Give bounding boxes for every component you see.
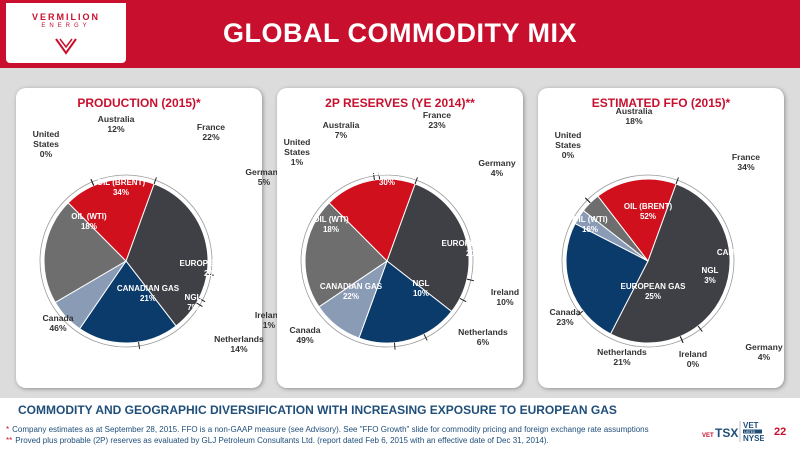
pie-slice-oil-brent — [609, 183, 731, 344]
outer-label-ireland: Ireland 0% — [679, 349, 707, 369]
inner-label-canadian-gas: CANADIAN GAS 21% — [117, 284, 180, 303]
inner-label-european-gas: EUROPEAN GAS 25% — [621, 282, 687, 301]
footnote-2-mark: ** — [6, 436, 13, 445]
geography-ring — [39, 174, 213, 348]
exchange-listing-logo: VET TSX VET LISTED NYSE — [702, 421, 764, 443]
outer-label-ireland: Ireland 1% — [255, 310, 283, 330]
inner-label-oil-wti: OIL (WTI) 16% — [572, 215, 608, 234]
geography-divider — [196, 302, 203, 307]
inner-label-ngl: NGL 3% — [702, 266, 719, 285]
geography-divider — [153, 177, 157, 185]
geography-divider — [675, 177, 679, 185]
geography-divider — [198, 298, 206, 303]
pie-slice-european-gas — [78, 260, 177, 344]
pie-slice-european-gas — [565, 222, 649, 335]
footnote-1-mark: * — [6, 425, 10, 434]
footnote-1: * Company estimates as at September 28, 2… — [6, 425, 649, 434]
geography-divider — [206, 273, 214, 276]
geography-divider — [372, 172, 375, 181]
pie-slice-oil-brent — [386, 183, 470, 313]
page-title: GLOBAL COMMODITY MIX — [223, 18, 577, 48]
inner-label-canadian-gas: CANADIAN GAS 22% — [320, 282, 383, 301]
outer-label-france: France 22% — [197, 122, 225, 142]
outer-label-germany: Germany 5% — [245, 167, 282, 187]
inner-label-ngl: NGL 7% — [185, 293, 202, 312]
pie-slice-canadian-gas — [43, 202, 127, 304]
inner-label-ngl: NGL 10% — [413, 279, 430, 298]
inner-label-european-gas: EUROPEAN GAS 20% — [442, 239, 508, 258]
outer-label-canada: Canada 49% — [289, 325, 320, 345]
outer-label-netherlands: Netherlands 6% — [458, 327, 508, 347]
geography-divider — [584, 197, 591, 204]
outer-label-australia: Australia 18% — [616, 106, 653, 126]
logo-name: VERMILION — [31, 12, 100, 22]
inner-label-european-gas: EUROPEAN GAS 20% — [180, 259, 246, 278]
geography-divider — [697, 325, 703, 332]
footnote-2-text: Proved plus probable (2P) reserves as ev… — [15, 436, 549, 445]
footnote-2: ** Proved plus probable (2P) reserves as … — [6, 436, 549, 445]
geography-ring — [300, 174, 474, 348]
pie-slice-oil-wti — [67, 178, 155, 262]
inner-label-oil-brent: OIL (BRENT) 34% — [97, 178, 146, 197]
exchange-nyse: NYSE — [743, 434, 764, 443]
geography-ring — [561, 174, 735, 348]
inner-label-oil-brent: OIL (BRENT) 52% — [624, 202, 673, 221]
outer-label-united-states: United States 0% — [555, 130, 582, 160]
tagline: COMMODITY AND GEOGRAPHIC DIVERSIFICATION… — [18, 403, 617, 417]
outer-label-france: France 34% — [732, 152, 760, 172]
pie-slice-european-gas — [358, 260, 453, 344]
outer-label-france: France 23% — [423, 110, 451, 130]
ffo-title: ESTIMATED FFO (2015)* — [591, 96, 731, 110]
logo-chevron-icon — [55, 38, 77, 55]
pie-slice-canadian-gas — [304, 202, 388, 308]
outer-label-ireland: Ireland 10% — [491, 287, 519, 307]
footnote-1-text: Company estimates as at September 28, 20… — [12, 425, 649, 434]
reserves-panel: 2P RESERVES (YE 2014)** OIL (BRENT) 30% EU… — [277, 88, 523, 388]
outer-label-united-states: United States 1% — [284, 137, 311, 167]
header-bar: VERMILION ENERGY GLOBAL COMMODITY MIX — [0, 0, 800, 68]
exchange-tsx: TSX — [715, 426, 738, 440]
production-panel: PRODUCTION (2015)* OIL (BRENT) 34% EUROPEA… — [16, 88, 283, 388]
geography-divider — [138, 341, 141, 350]
outer-label-canada: Canada 23% — [549, 307, 580, 327]
outer-label-netherlands: Netherlands 21% — [597, 347, 647, 367]
geography-divider — [393, 342, 396, 350]
exchange-vet-2: VET — [743, 421, 759, 430]
outer-label-australia: Australia 7% — [323, 120, 360, 140]
geography-divider — [90, 179, 95, 186]
outer-label-netherlands: Netherlands 14% — [214, 334, 264, 354]
outer-label-australia: Australia 12% — [98, 114, 135, 134]
reserves-pie-chart: OIL (BRENT) 30% EUROPEAN GAS 20% NGL 10% CANAD… — [284, 110, 519, 350]
geography-divider — [577, 310, 584, 316]
vermilion-logo: VERMILION ENERGY — [6, 3, 126, 63]
inner-label-oil-brent: OIL (BRENT) 30% — [363, 168, 412, 187]
ffo-pie-chart: OIL (BRENT) 52% EUROPEAN GAS 25% NGL 3%CANADI… — [549, 106, 782, 369]
outer-label-germany: Germany 4% — [478, 158, 515, 178]
inner-label-oil-wti: OIL (WTI) 18% — [71, 212, 107, 231]
reserves-title: 2P RESERVES (YE 2014)** — [325, 96, 475, 110]
ffo-panel: ESTIMATED FFO (2015)* OIL (BRENT) 52% EURO… — [538, 88, 784, 388]
outer-label-united-states: United States 0% — [33, 129, 60, 159]
geography-divider — [459, 298, 467, 303]
exchange-vet-1: VET — [702, 433, 714, 439]
exchange-listed: LISTED — [744, 430, 756, 434]
outer-label-germany: Germany 4% — [745, 342, 782, 362]
logo-sub: ENERGY — [41, 23, 91, 29]
geography-divider — [679, 336, 684, 343]
production-pie-chart: OIL (BRENT) 34% EUROPEAN GAS 20% NGL 7% CANADI… — [33, 114, 283, 354]
production-title: PRODUCTION (2015)* — [77, 96, 201, 110]
pie-slice-oil-wti — [328, 178, 416, 262]
outer-label-canada: Canada 46% — [42, 313, 73, 333]
pie-slice-oil-brent — [125, 183, 209, 327]
inner-label-oil-wti: OIL (WTI) 18% — [313, 215, 349, 234]
geography-divider — [378, 172, 381, 180]
geography-divider — [466, 278, 474, 282]
inner-label-canadian-gas: CANADIAN GAS 4% — [717, 248, 780, 267]
geography-divider — [414, 177, 418, 185]
pie-slice-oil-wti — [597, 178, 677, 263]
page-number: 22 — [774, 426, 787, 438]
geography-divider — [423, 333, 428, 341]
